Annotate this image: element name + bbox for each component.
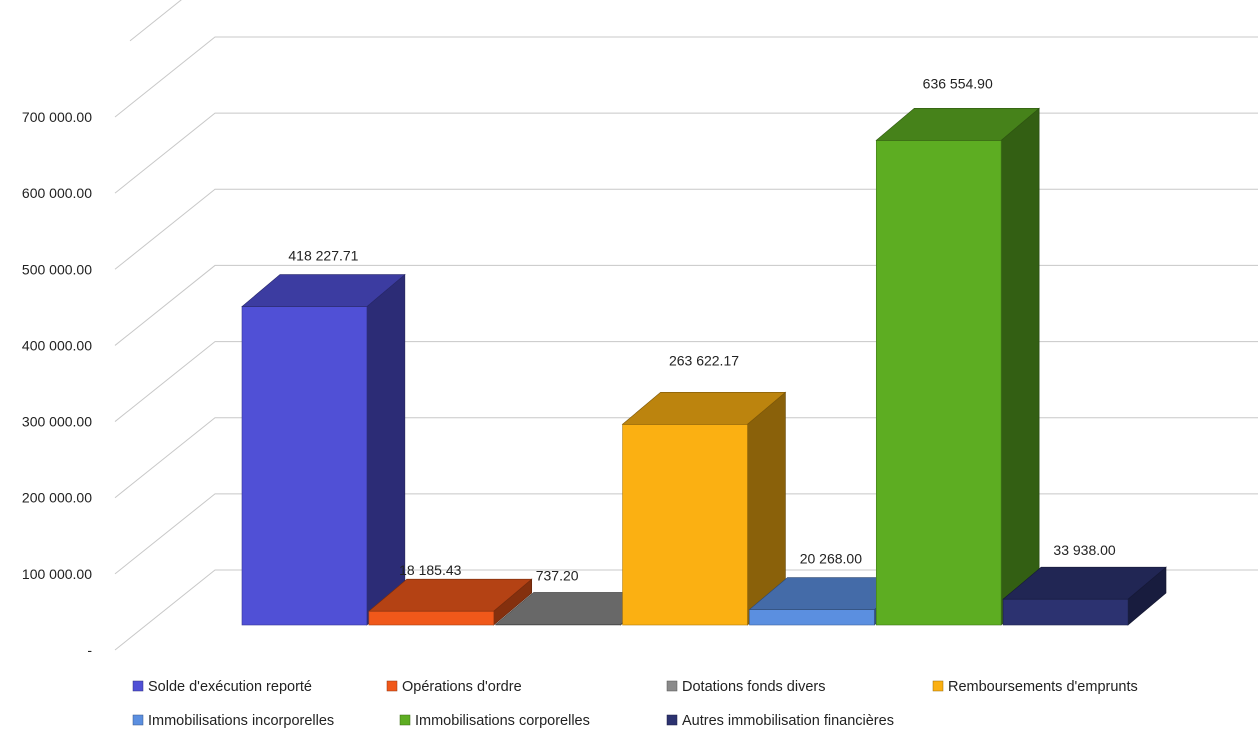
- legend-label: Solde d'exécution reporté: [148, 679, 312, 695]
- y-tick-label: 300 000.00: [22, 414, 92, 430]
- bar-1: [368, 578, 533, 626]
- legend-item: Immobilisations incorporelles: [132, 713, 334, 729]
- legend-item: Autres immobilisation financières: [666, 713, 894, 729]
- bar-top: [1002, 566, 1167, 600]
- bar-front: [368, 610, 495, 626]
- data-label: 418 227.71: [288, 248, 358, 264]
- legend-label: Immobilisations incorporelles: [148, 713, 334, 729]
- legend-label: Dotations fonds divers: [682, 679, 825, 695]
- bar-front: [1002, 598, 1129, 626]
- legend-item: Immobilisations corporelles: [399, 713, 590, 729]
- bar-0: [241, 273, 406, 626]
- bar-3: [621, 391, 787, 626]
- y-tick-label: 700 000.00: [22, 109, 92, 125]
- bar-side: [1000, 107, 1040, 626]
- bar-top: [368, 578, 533, 612]
- data-labels: 418 227.71 18 185.43 737.20 263 622.17 20 26…: [288, 75, 1116, 583]
- grid-line: [114, 188, 1258, 270]
- data-label: 636 554.90: [923, 75, 993, 91]
- bars: [241, 107, 1167, 626]
- legend-swatch: [132, 714, 144, 726]
- legend-item: Opérations d'ordre: [386, 679, 522, 695]
- legend-swatch: [386, 680, 398, 692]
- data-label: 33 938.00: [1053, 542, 1115, 558]
- y-tick-label: 400 000.00: [22, 337, 92, 353]
- legend-label: Autres immobilisation financières: [682, 713, 894, 729]
- bar-front: [241, 306, 368, 626]
- y-tick-label: 100 000.00: [22, 566, 92, 582]
- data-label: 20 268.00: [800, 551, 862, 567]
- bar-6: [1002, 566, 1167, 626]
- y-tick-label: 600 000.00: [22, 185, 92, 201]
- y-axis-tick-labels: - 100 000.00 200 000.00 300 000.00 400 000.0…: [22, 109, 92, 658]
- legend-swatch: [932, 680, 944, 692]
- bar-front: [622, 423, 748, 626]
- y-tick-label: 200 000.00: [22, 490, 92, 506]
- data-label: 737.20: [536, 567, 579, 583]
- bar-top: [621, 391, 787, 425]
- data-label: 18 185.43: [399, 562, 461, 578]
- bar-top: [875, 108, 1040, 141]
- legend-swatch: [132, 680, 144, 692]
- legend-swatch: [666, 680, 678, 692]
- legend: Solde d'exécution reporté Opérations d'or…: [132, 679, 1138, 729]
- bar-front: [875, 140, 1002, 626]
- grid-lines: [114, 0, 1258, 651]
- y-tick-label: -: [87, 642, 92, 658]
- legend-label: Remboursements d'emprunts: [948, 679, 1138, 695]
- legend-swatch: [399, 714, 411, 726]
- grid-line: [129, 0, 182, 42]
- y-tick-label: 500 000.00: [22, 261, 92, 277]
- bar-5: [875, 107, 1040, 626]
- legend-label: Opérations d'ordre: [402, 679, 522, 695]
- legend-label: Immobilisations corporelles: [415, 713, 590, 729]
- legend-swatch: [666, 714, 678, 726]
- legend-item: Remboursements d'emprunts: [932, 679, 1138, 695]
- bar-front: [749, 609, 875, 626]
- bar-top: [241, 274, 406, 307]
- data-label: 263 622.17: [669, 352, 739, 368]
- grid-line: [114, 112, 1258, 194]
- legend-item: Solde d'exécution reporté: [132, 679, 312, 695]
- grid-line: [114, 36, 1258, 118]
- legend-item: Dotations fonds divers: [666, 679, 825, 695]
